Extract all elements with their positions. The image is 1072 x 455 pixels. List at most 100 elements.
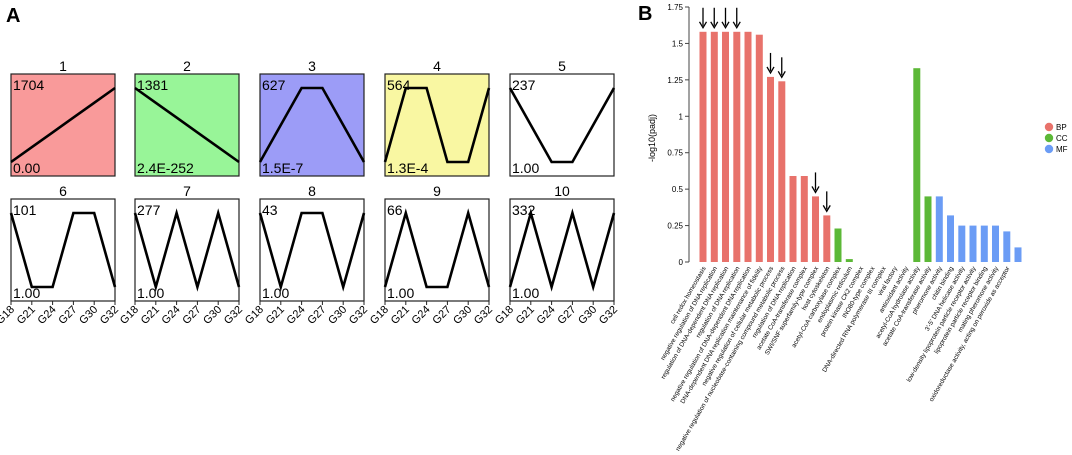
profile-box	[384, 198, 490, 302]
profile-tick-label: G32	[347, 304, 370, 327]
profile-1: 1 1704 0.00	[10, 58, 116, 177]
profile-tick-label: G30	[451, 304, 474, 327]
y-tick-label: 1.25	[667, 76, 683, 85]
profile-pvalue: 1.00	[13, 285, 40, 301]
profile-line	[134, 86, 240, 164]
arrow-head	[698, 21, 708, 30]
profile-number: 2	[183, 58, 191, 74]
profile-tick-label: G27	[180, 304, 203, 327]
profile-tick-label: G24	[535, 304, 558, 327]
profile-5: 5 237 1.00	[508, 58, 616, 177]
arrow-head	[766, 66, 775, 75]
profile-tick-label: G24	[36, 304, 59, 327]
profile-count: 1381	[137, 77, 168, 93]
y-tick-label: 0.25	[667, 222, 683, 231]
profile-box	[259, 73, 365, 177]
panel-b-label: B	[638, 3, 652, 25]
profile-line	[508, 87, 616, 164]
bar	[913, 68, 921, 262]
bar	[733, 31, 741, 262]
profile-tick-label: G27	[56, 304, 79, 327]
arrow-marker	[766, 52, 775, 75]
legend-item-bp: BP	[1044, 122, 1067, 132]
arrow-marker	[732, 7, 741, 30]
profile-tick-label: G30	[201, 304, 224, 327]
arrow-head	[732, 21, 741, 30]
profile-box	[509, 73, 615, 177]
profile-tick-label: G21	[389, 304, 412, 327]
bar	[834, 228, 842, 262]
profile-number: 4	[433, 58, 441, 74]
profile-pvalue: 1.00	[512, 160, 539, 176]
profile-tick-label: G30	[326, 304, 349, 327]
profile-tick-label: G18	[243, 304, 266, 327]
profile-number: 6	[59, 183, 67, 199]
arrow-head	[721, 21, 730, 30]
profile-tick-label: G18	[0, 304, 17, 327]
profile-tick-label: G32	[472, 304, 495, 327]
arrow-marker	[698, 7, 708, 30]
legend-label: CC	[1056, 134, 1068, 143]
y-tick-label: 1	[679, 112, 684, 121]
profile-tick-label: G18	[118, 304, 141, 327]
bar	[789, 176, 797, 262]
profile-count: 277	[137, 202, 161, 218]
legend-label: BP	[1056, 123, 1067, 132]
bar	[699, 31, 707, 262]
arrow-marker	[822, 191, 831, 213]
profile-tick-label: G24	[160, 304, 183, 327]
bar	[924, 196, 932, 262]
arrow-marker	[710, 7, 719, 30]
profile-tick-label: G27	[555, 304, 578, 327]
profile-pvalue: 1.00	[512, 285, 539, 301]
profile-number: 9	[433, 183, 441, 199]
profile-pvalue: 1.5E-7	[262, 160, 303, 176]
profile-line	[10, 86, 116, 164]
bar	[1003, 231, 1011, 262]
profile-pvalue: 1.00	[262, 285, 289, 301]
bar	[980, 225, 988, 262]
profile-tick-label: G21	[15, 304, 38, 327]
arrow-marker	[721, 7, 730, 30]
profile-number: 3	[308, 58, 316, 74]
profile-count: 1704	[13, 77, 44, 93]
legend-swatch	[1044, 133, 1054, 143]
profile-number: 10	[554, 183, 570, 199]
profiles-grid: 1 1704 0.00 2 1381 2.4E-252 3 627 1.5E-7 4 564 1.3E…	[0, 58, 620, 327]
arrow-marker	[777, 57, 786, 79]
profile-number: 5	[558, 58, 566, 74]
bar	[969, 225, 977, 262]
profile-number: 8	[308, 183, 316, 199]
profile-count: 564	[387, 77, 411, 93]
legend-swatch	[1044, 122, 1054, 132]
y-tick-label: 1.75	[667, 3, 683, 12]
profile-tick-label: G21	[264, 304, 287, 327]
y-tick-label: 0	[679, 258, 684, 267]
profile-tick-label: G21	[514, 304, 537, 327]
profile-line	[9, 211, 117, 289]
profile-tick-label: G32	[222, 304, 245, 327]
profile-tick-label: G32	[597, 304, 620, 327]
profile-pvalue: 1.00	[387, 285, 414, 301]
profile-pvalue: 1.3E-4	[387, 160, 428, 176]
bar	[767, 76, 774, 263]
profile-count: 66	[387, 202, 403, 218]
y-tick-label: 0.75	[667, 149, 683, 158]
bar	[710, 31, 718, 262]
arrow-head	[811, 186, 820, 194]
profile-number: 1	[59, 58, 67, 74]
panel-a-label: A	[6, 5, 20, 27]
profile-tick-label: G30	[77, 304, 100, 327]
profile-pvalue: 0.00	[13, 160, 40, 176]
profile-line	[258, 211, 366, 292]
profile-tick-label: G18	[368, 304, 391, 327]
go-bar-chart: 00.250.50.7511.251.51.75-log10(padj)cell…	[647, 3, 1068, 452]
profile-tick-label: G27	[305, 304, 328, 327]
y-tick-label: 0.5	[672, 185, 684, 194]
bar	[958, 225, 966, 262]
profile-tick-label: G30	[576, 304, 599, 327]
